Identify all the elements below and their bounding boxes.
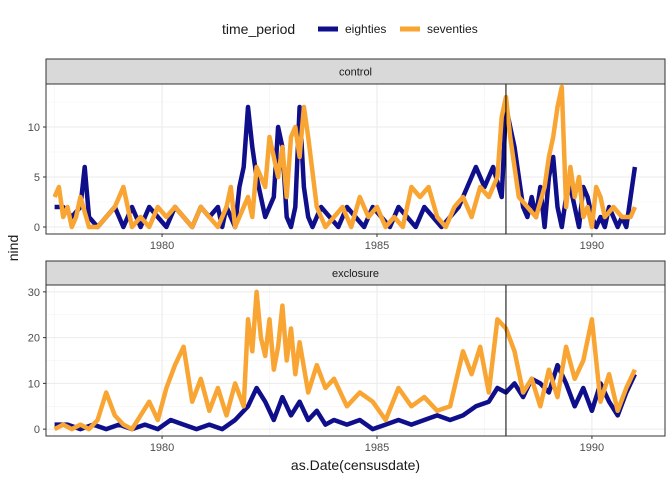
facet-strip-label-control: control: [339, 67, 372, 79]
x-axis-title: as.Date(censusdate): [291, 457, 420, 473]
y-tick-label: 20: [28, 333, 40, 345]
y-tick-label: 30: [28, 287, 40, 299]
x-tick-label: 1990: [580, 442, 604, 454]
panel-border-control: [45, 83, 666, 235]
series-line-eighties-exclosure: [54, 362, 637, 432]
facet-strip-exclosure: [45, 260, 666, 286]
legend-label-seventies: seventies: [427, 22, 478, 36]
panel-border-exclosure: [45, 284, 666, 437]
x-tick-label: 1985: [365, 240, 389, 252]
y-tick-label: 0: [34, 424, 40, 436]
facet-strip-control: [45, 58, 666, 85]
x-tick-label: 1980: [150, 240, 174, 252]
y-tick-label: 10: [28, 378, 40, 390]
x-tick-label: 1985: [365, 442, 389, 454]
y-tick-label: 0: [34, 222, 40, 234]
legend-title: time_period: [222, 21, 295, 37]
series-line-seventies-exclosure: [53, 289, 637, 432]
y-tick-label: 10: [28, 122, 40, 134]
legend-label-eighties: eighties: [345, 22, 386, 36]
facet-strip-label-exclosure: exclosure: [332, 268, 379, 280]
x-tick-label: 1990: [580, 240, 604, 252]
y-tick-label: 5: [34, 172, 40, 184]
series-line-seventies-control: [52, 84, 637, 230]
x-tick-label: 1980: [150, 442, 174, 454]
y-axis-title: nind: [5, 235, 21, 261]
